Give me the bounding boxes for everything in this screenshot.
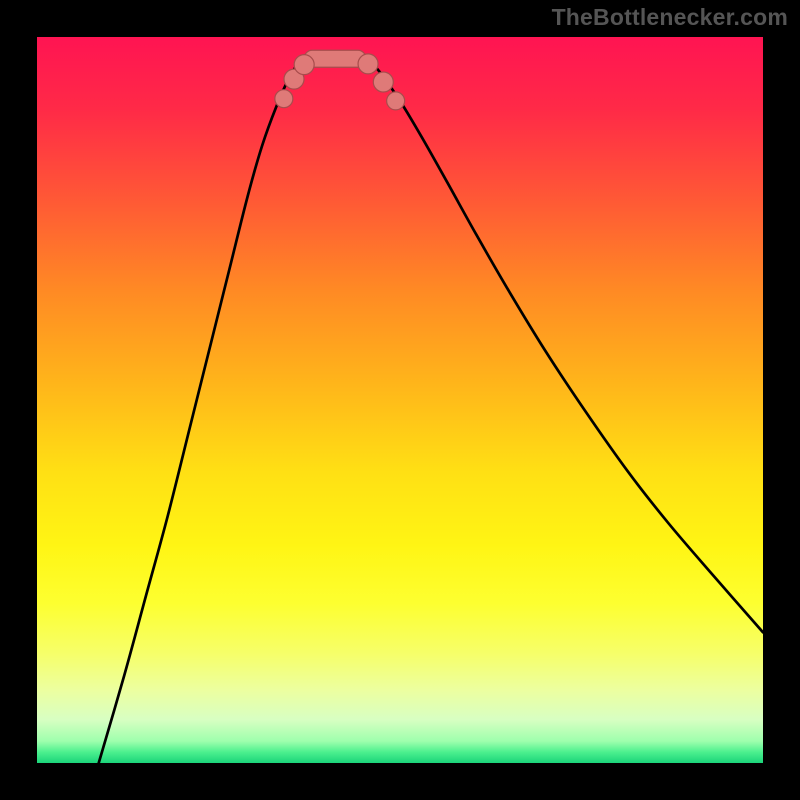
curve-left	[99, 57, 302, 763]
optimal-zone-markers	[275, 50, 405, 110]
curve-right	[367, 57, 763, 632]
plot-area	[37, 37, 763, 763]
marker-dot	[275, 90, 293, 108]
marker-dot	[387, 92, 405, 110]
marker-dot	[358, 54, 378, 74]
marker-dot	[294, 55, 314, 75]
marker-dot	[373, 72, 393, 92]
bottleneck-curves	[37, 37, 763, 763]
watermark-text: TheBottlenecker.com	[552, 4, 788, 31]
